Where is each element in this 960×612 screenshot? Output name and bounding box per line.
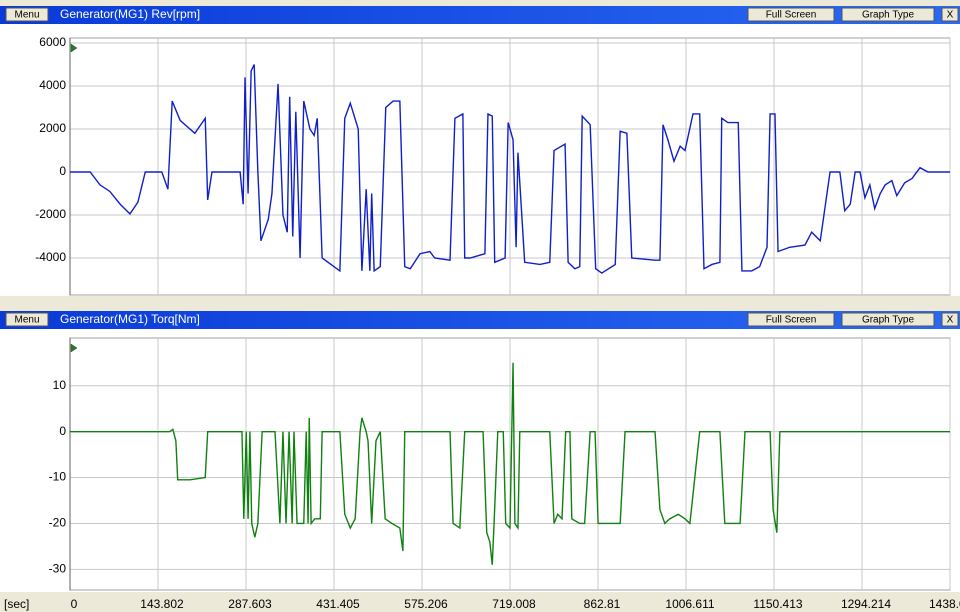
y-tick-label: 0	[59, 424, 66, 438]
button-face	[941, 312, 959, 327]
title-bar	[0, 6, 960, 24]
button-label: Full Screen	[766, 10, 817, 21]
button[interactable]: Graph Type	[841, 312, 935, 327]
y-tick-label: 6000	[39, 35, 66, 49]
button[interactable]: Full Screen	[747, 7, 835, 22]
button-label: Graph Type	[862, 315, 915, 326]
y-tick-label: 10	[53, 378, 67, 392]
x-tick-label: 1438.016	[929, 597, 960, 611]
cursor-marker	[70, 343, 78, 353]
y-tick-label: 2000	[39, 121, 66, 135]
button[interactable]: Full Screen	[747, 312, 835, 327]
button-label: Full Screen	[766, 315, 817, 326]
x-tick-label: 1150.413	[753, 597, 802, 611]
button-face	[841, 312, 935, 327]
x-tick-label: 143.802	[140, 597, 184, 611]
x-tick-label: 287.603	[228, 597, 272, 611]
x-axis-label: [sec]	[4, 597, 29, 611]
button-label: X	[947, 315, 954, 326]
x-tick-label: 431.405	[316, 597, 360, 611]
button[interactable]: Graph Type	[841, 7, 935, 22]
button-label: Graph Type	[862, 10, 915, 21]
button-face	[941, 7, 959, 22]
x-tick-label: 1006.611	[665, 597, 714, 611]
y-tick-label: -30	[49, 562, 67, 576]
button-face	[747, 7, 835, 22]
button[interactable]: Menu	[5, 312, 49, 327]
x-tick-label: 719.008	[492, 597, 536, 611]
panel-title: Generator(MG1) Torq[Nm]	[60, 312, 200, 326]
y-tick-label: 0	[59, 164, 66, 178]
button-face	[747, 312, 835, 327]
button-label: X	[947, 10, 954, 21]
data-line	[70, 362, 950, 565]
x-tick-label: 862.81	[584, 597, 621, 611]
x-axis-strip	[0, 592, 960, 612]
button-face	[5, 312, 49, 327]
button-label: Menu	[14, 10, 39, 21]
cursor-marker	[70, 43, 78, 53]
x-tick-label: 575.206	[404, 597, 448, 611]
button-label: Menu	[14, 315, 39, 326]
title-bar	[0, 311, 960, 329]
button-face	[5, 7, 49, 22]
y-tick-label: -20	[49, 516, 67, 530]
panel-title: Generator(MG1) Rev[rpm]	[60, 7, 200, 21]
button[interactable]: X	[941, 7, 959, 22]
button[interactable]: Menu	[5, 7, 49, 22]
x-tick-label: 1294.214	[841, 597, 891, 611]
y-tick-label: -4000	[35, 250, 66, 264]
x-tick-label: 0	[71, 597, 78, 611]
button[interactable]: X	[941, 312, 959, 327]
button-face	[841, 7, 935, 22]
data-line	[70, 64, 950, 274]
y-tick-label: -2000	[35, 207, 66, 221]
y-tick-label: 4000	[39, 78, 66, 92]
y-tick-label: -10	[49, 470, 67, 484]
